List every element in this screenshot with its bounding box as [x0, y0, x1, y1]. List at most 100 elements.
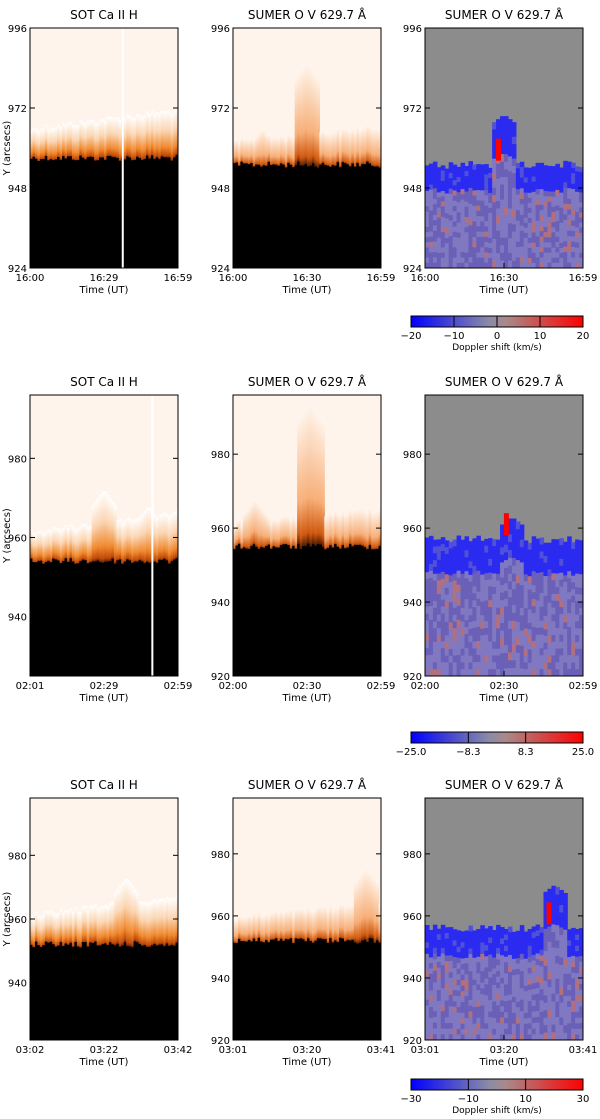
doppler-cell: [511, 231, 517, 240]
doppler-cell: [527, 582, 533, 591]
doppler-cell: [472, 185, 477, 192]
doppler-cell: [425, 180, 430, 187]
doppler-cell: [428, 210, 434, 217]
emission-column: [245, 138, 249, 166]
doppler-cell: [555, 1017, 560, 1026]
doppler-cell: [539, 544, 545, 552]
doppler-cell: [511, 260, 517, 268]
doppler-cell: [492, 946, 497, 953]
doppler-cell: [452, 973, 458, 980]
doppler-cell: [571, 246, 576, 253]
doppler-cell: [515, 645, 521, 654]
doppler-cell: [428, 668, 434, 676]
doppler-cell: [468, 262, 473, 268]
disk-column: [270, 548, 274, 676]
disk-column: [329, 938, 333, 1040]
emission-column: [287, 516, 291, 548]
emission-column: [324, 132, 328, 168]
doppler-cell: [511, 129, 517, 138]
emission-column: [339, 133, 343, 170]
doppler-cell: [496, 245, 501, 254]
y-tick-label: 996: [211, 24, 230, 35]
doppler-cell: [531, 599, 537, 607]
doppler-cell: [563, 981, 568, 990]
doppler-cell: [519, 1022, 525, 1030]
doppler-cell: [531, 191, 537, 198]
doppler-cell: [579, 1023, 583, 1030]
doppler-cell: [539, 262, 545, 268]
x-tick-label: 03:20: [490, 1045, 519, 1056]
doppler-cell: [523, 227, 529, 234]
doppler-cell: [480, 211, 485, 217]
doppler-cell: [425, 242, 430, 249]
doppler-cell: [456, 647, 462, 656]
doppler-cell: [575, 1028, 580, 1036]
doppler-cell: [448, 983, 454, 990]
disk-column: [304, 164, 308, 268]
doppler-cell: [523, 242, 529, 249]
doppler-cell: [519, 236, 525, 243]
doppler-cell: [539, 551, 545, 559]
disk-column: [265, 165, 269, 268]
doppler-cell: [440, 170, 446, 177]
doppler-cell: [507, 230, 513, 239]
doppler-cell: [488, 983, 493, 990]
doppler-cell: [575, 594, 580, 602]
doppler-cell: [480, 567, 485, 576]
doppler-cell: [484, 933, 489, 941]
emission-column: [235, 522, 239, 548]
doppler-cell: [452, 929, 458, 936]
doppler-cell: [511, 144, 517, 152]
doppler-cell: [484, 545, 489, 554]
doppler-cell: [559, 1032, 564, 1040]
emission-column: [99, 494, 103, 565]
emission-column: [104, 491, 108, 564]
doppler-cell: [452, 580, 458, 588]
doppler-cell: [511, 180, 517, 189]
emission-column: [302, 411, 306, 549]
doppler-cell: [476, 205, 481, 212]
doppler-cell: [425, 1011, 430, 1018]
doppler-cell: [531, 196, 537, 203]
doppler-cell: [472, 552, 477, 560]
doppler-cell: [444, 648, 450, 657]
doppler-cell: [527, 616, 533, 624]
doppler-cell: [543, 596, 549, 604]
doppler-cell: [567, 956, 572, 964]
disk-column: [353, 942, 357, 1040]
emission-column: [344, 513, 348, 551]
doppler-cell: [480, 1028, 485, 1035]
emission-column: [67, 122, 71, 159]
doppler-cell: [504, 956, 509, 963]
doppler-cell: [551, 232, 556, 239]
disk-column: [67, 944, 71, 1040]
disk-column: [358, 166, 362, 268]
doppler-cell: [444, 258, 450, 264]
doppler-cell: [563, 176, 568, 183]
doppler-cell: [460, 246, 466, 253]
doppler-cell: [436, 257, 442, 264]
x-tick-label: 02:59: [569, 681, 598, 692]
doppler-cell: [460, 183, 466, 190]
doppler-cell: [484, 236, 489, 243]
doppler-cell: [460, 189, 466, 195]
doppler-cell: [519, 177, 525, 184]
doppler-cell: [456, 1018, 462, 1025]
emission-column: [287, 910, 291, 942]
doppler-cell: [515, 544, 521, 554]
doppler-cell: [571, 939, 576, 946]
doppler-cell: [472, 968, 477, 975]
doppler-cell: [428, 957, 434, 964]
doppler-cell: [519, 925, 525, 932]
doppler-cell: [472, 930, 477, 937]
doppler-cell: [432, 1028, 438, 1035]
doppler-cell: [539, 1034, 545, 1040]
emission-column: [274, 519, 278, 550]
doppler-cell: [428, 535, 434, 544]
doppler-cell: [428, 1028, 434, 1036]
disk-column: [356, 943, 360, 1040]
doppler-cell: [444, 203, 450, 209]
doppler-cell: [496, 942, 501, 949]
disk-column: [57, 157, 61, 268]
doppler-cell: [440, 620, 446, 629]
